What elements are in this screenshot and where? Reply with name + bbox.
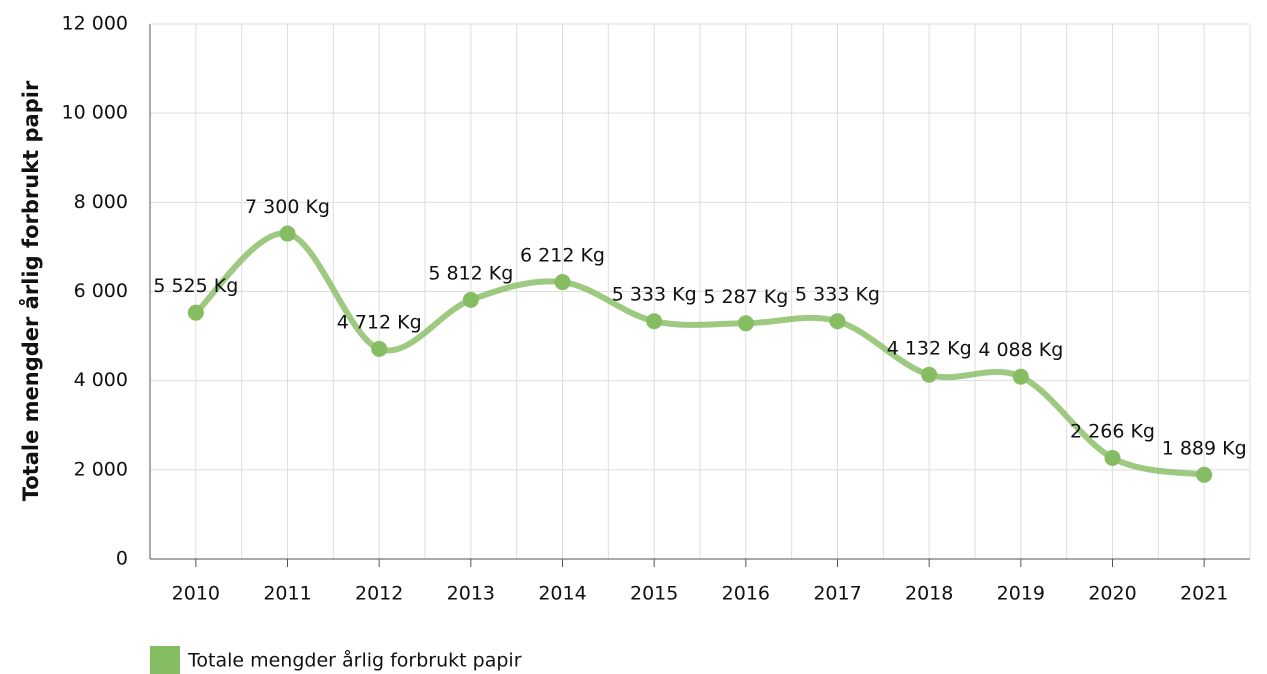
y-tick-label: 10 000 <box>62 102 128 124</box>
y-tick-label: 12 000 <box>62 13 128 35</box>
line <box>193 230 1205 478</box>
x-tick-label: 2012 <box>355 583 403 605</box>
y-tick-label: 6 000 <box>74 280 128 302</box>
data-label: 5 812 Kg <box>428 262 513 284</box>
data-label: 1 889 Kg <box>1162 437 1247 459</box>
y-tick-label: 8 000 <box>74 191 128 213</box>
data-label: 7 300 Kg <box>245 196 330 218</box>
point <box>371 340 388 357</box>
point <box>829 313 846 330</box>
y-tick-label: 2 000 <box>74 458 128 480</box>
data-label: 2 266 Kg <box>1070 420 1155 442</box>
point <box>1104 449 1121 466</box>
point <box>921 366 938 383</box>
data-label: 5 287 Kg <box>703 286 788 308</box>
point <box>462 291 479 308</box>
y-tick-label: 4 000 <box>74 369 128 391</box>
data-label: 5 525 Kg <box>153 275 238 297</box>
y-tick-label: 0 <box>116 548 128 570</box>
y-axis-title: Totale mengder årlig forbrukt papir <box>18 80 43 501</box>
x-tick-label: 2018 <box>905 583 953 605</box>
data-label: 6 212 Kg <box>520 245 605 267</box>
data-label: 5 333 Kg <box>795 284 880 306</box>
x-tick-label: 2021 <box>1180 583 1228 605</box>
data-label: 4 088 Kg <box>978 339 1063 361</box>
point <box>646 313 663 330</box>
x-tick-label: 2020 <box>1088 583 1136 605</box>
data-label: 4 132 Kg <box>887 337 972 359</box>
x-tick-label: 2016 <box>722 583 770 605</box>
x-tick-label: 2011 <box>263 583 311 605</box>
point <box>737 315 754 332</box>
x-tick-label: 2014 <box>538 583 586 605</box>
point <box>1012 368 1029 385</box>
point <box>279 225 296 242</box>
data-label: 4 712 Kg <box>337 311 422 333</box>
point <box>187 304 204 321</box>
data-label: 5 333 Kg <box>612 284 697 306</box>
legend-swatch <box>150 646 180 674</box>
x-tick-label: 2015 <box>630 583 678 605</box>
legend-label: Totale mengder årlig forbrukt papir <box>187 649 522 672</box>
x-tick-label: 2017 <box>813 583 861 605</box>
x-tick-label: 2019 <box>997 583 1045 605</box>
point <box>1196 466 1213 483</box>
x-tick-label: 2013 <box>447 583 495 605</box>
point <box>554 274 571 291</box>
x-tick-label: 2010 <box>172 583 220 605</box>
